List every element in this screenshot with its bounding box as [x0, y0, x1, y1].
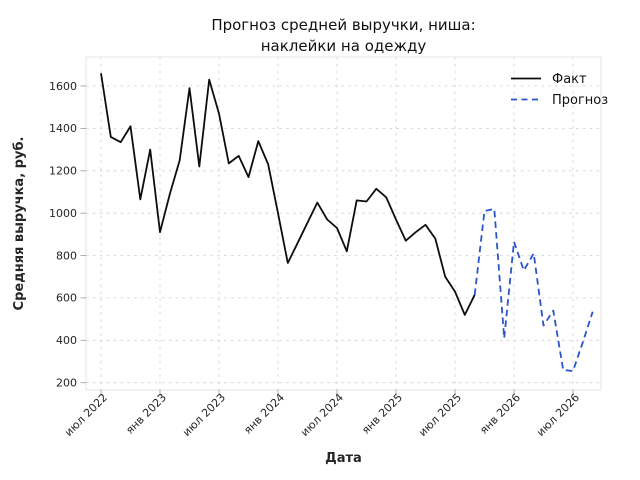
plot-border: [85, 56, 602, 391]
fact-line: [100, 73, 476, 316]
x-tick-label: июл 2025: [416, 391, 464, 439]
x-tick-label: янв 2026: [477, 391, 523, 437]
x-tick-label: янв 2023: [123, 391, 169, 437]
x-tick-label: июл 2022: [62, 391, 110, 439]
chart-title-line-1: Прогноз средней выручки, ниша:: [211, 16, 475, 34]
x-axis-title: Дата: [325, 451, 362, 466]
y-tick-label: 1200: [49, 165, 77, 178]
legend-forecast-label: Прогноз: [552, 93, 608, 108]
axis-ticks: 200 400 600 800 1000 1200 1400 1600 июл 2022 янв …: [49, 80, 582, 439]
y-tick-label: 200: [56, 377, 77, 390]
x-tick-label: июл 2026: [534, 391, 582, 439]
y-tick-label: 1400: [49, 122, 77, 135]
y-tick-label: 1600: [49, 80, 77, 93]
legend-fact-label: Факт: [552, 72, 587, 87]
y-tick-label: 800: [56, 249, 77, 262]
x-tick-label: янв 2024: [241, 391, 287, 437]
y-axis-title: Средняя выручка, руб.: [12, 137, 27, 311]
y-tick-label: 1000: [49, 207, 77, 220]
forecast-line: [473, 207, 594, 372]
y-tick-label: 600: [56, 292, 77, 305]
chart-title-line-2: наклейки на одежду: [261, 37, 427, 55]
gridlines: [86, 57, 601, 390]
data-series: [100, 73, 594, 372]
y-tick-label: 400: [56, 334, 77, 347]
x-tick-label: июл 2024: [298, 391, 346, 439]
x-tick-label: янв 2025: [359, 391, 405, 437]
x-tick-label: июл 2023: [180, 391, 228, 439]
legend: Факт Прогноз: [511, 72, 608, 108]
